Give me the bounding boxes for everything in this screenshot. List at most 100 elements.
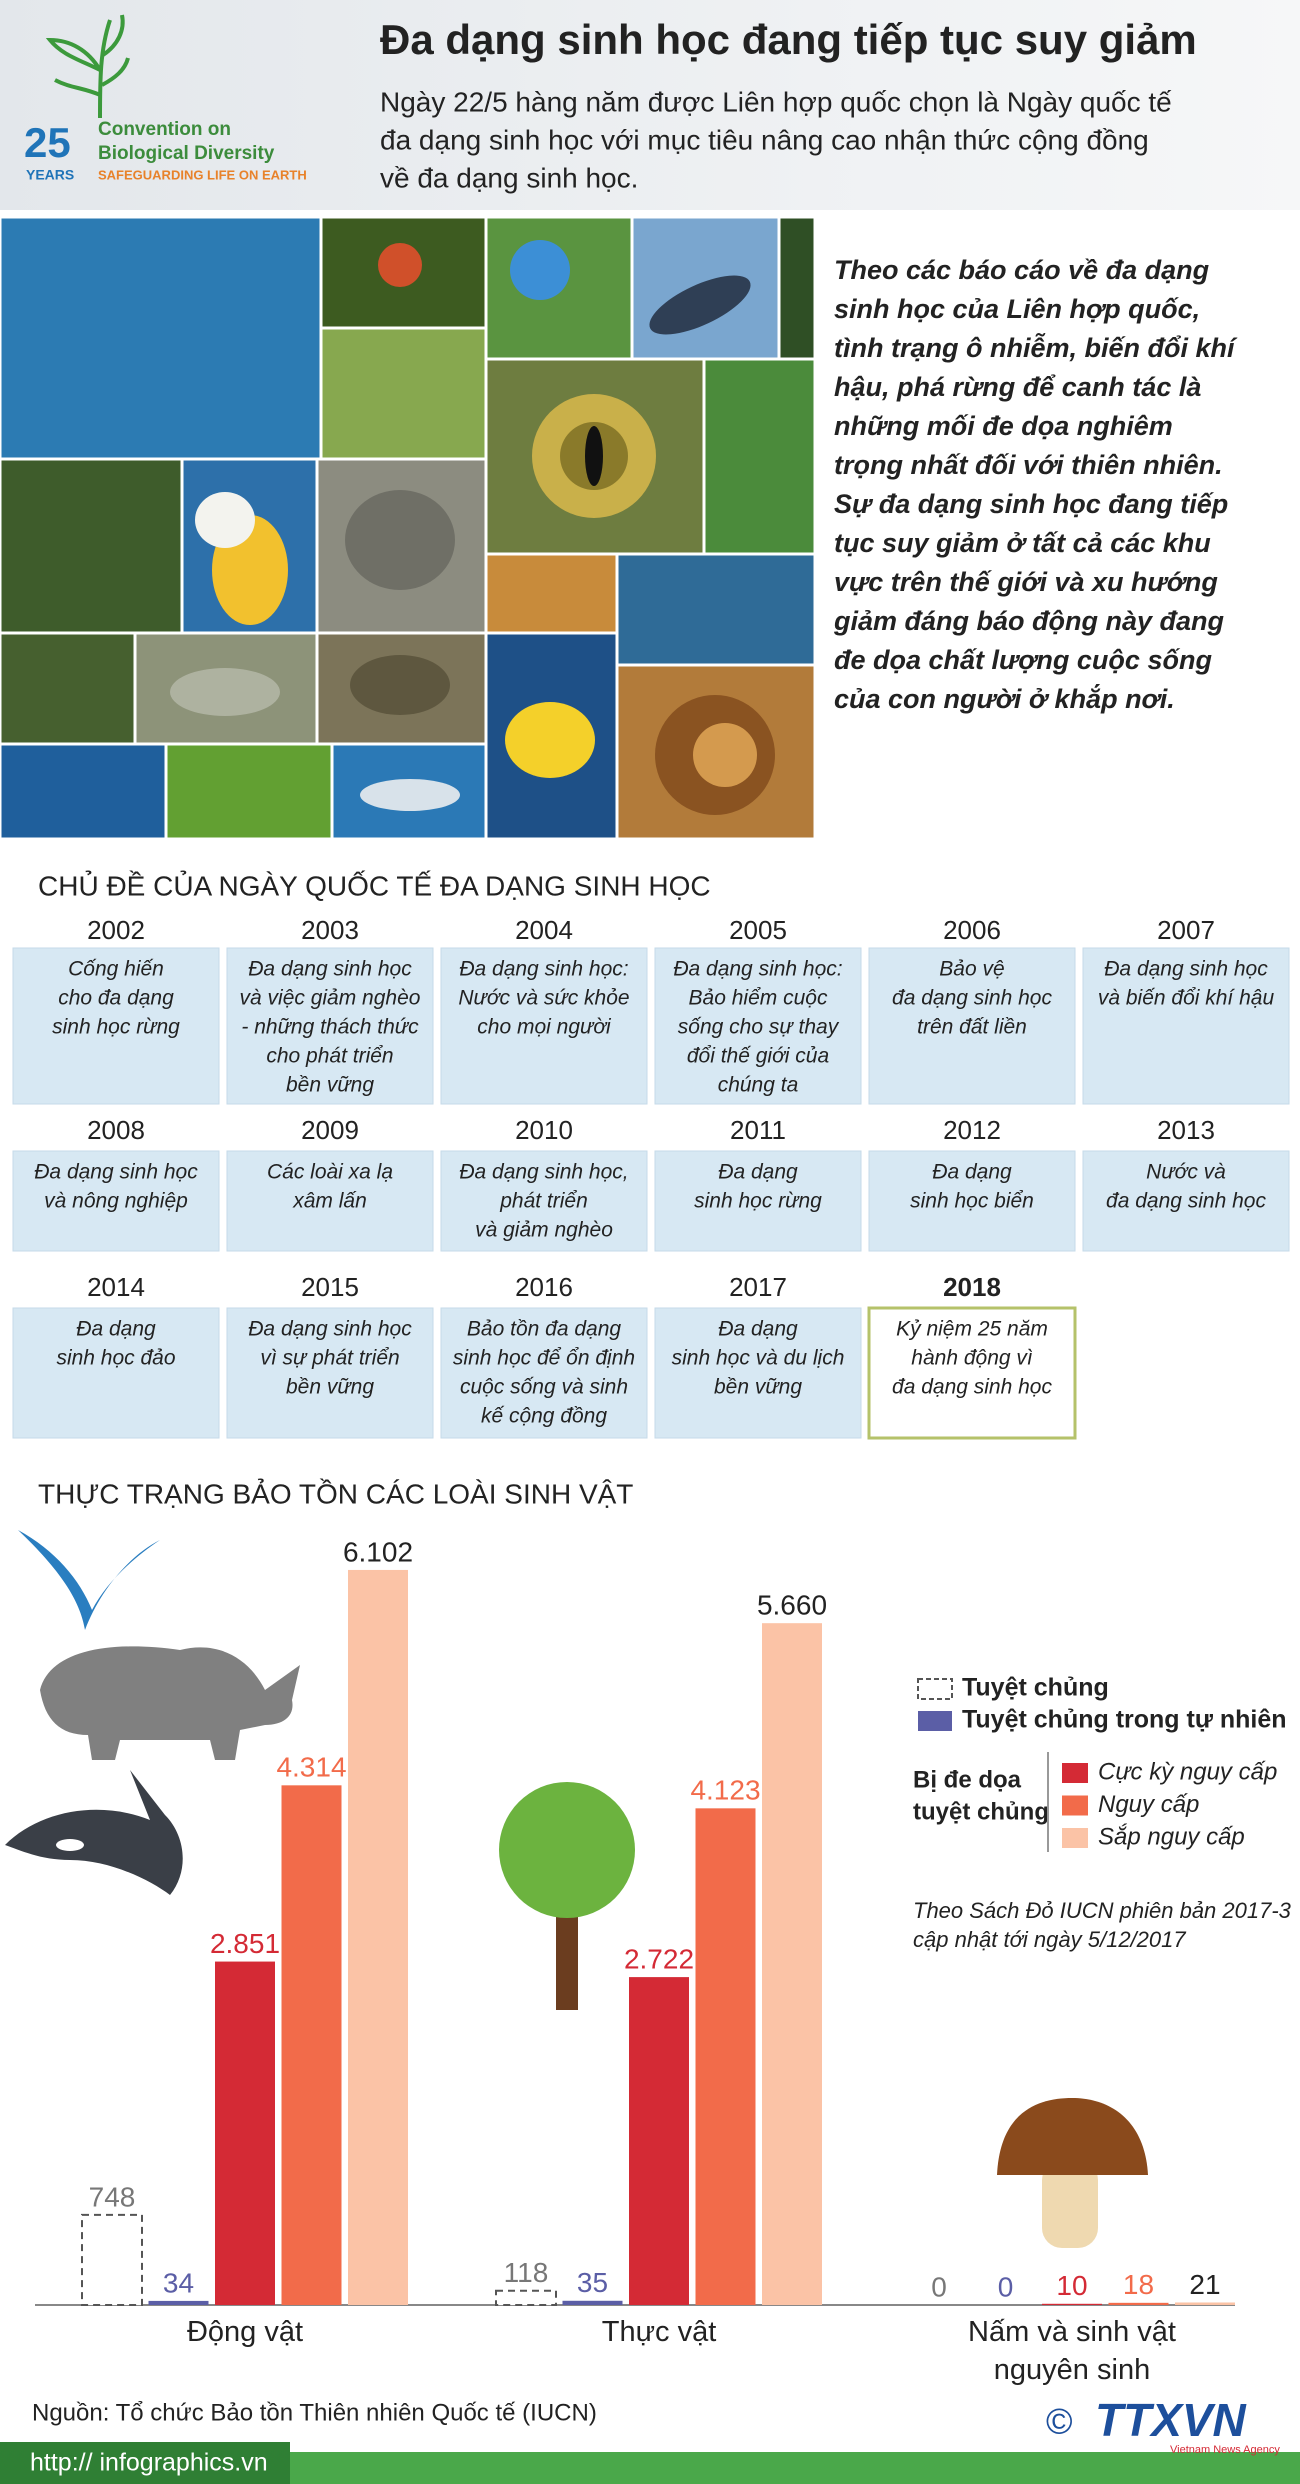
theme-text: đa dạng sinh học bbox=[892, 987, 1052, 1010]
theme-text: phát triển bbox=[499, 1190, 588, 1213]
theme-text: Đa dạng sinh học, bbox=[459, 1161, 628, 1184]
theme-text: và việc giảm nghèo bbox=[240, 987, 421, 1010]
legend-swatch bbox=[1062, 1795, 1088, 1816]
subtitle-line: Ngày 22/5 hàng năm được Liên hợp quốc ch… bbox=[380, 86, 1172, 117]
logo-line: Biological Diversity bbox=[98, 143, 275, 164]
theme-box bbox=[440, 947, 648, 1105]
copyright: © bbox=[1046, 2401, 1073, 2442]
bar bbox=[495, 2289, 557, 2307]
bar bbox=[762, 1623, 822, 2305]
legend-label: Tuyệt chủng bbox=[962, 1674, 1109, 1702]
x-tick-label: Thực vật bbox=[601, 2316, 717, 2348]
legend-label: Nguy cấp bbox=[1098, 1791, 1199, 1818]
value-label: 10 bbox=[1056, 2270, 1087, 2301]
chart-note: Theo Sách Đỏ IUCN phiên bản 2017-3 bbox=[913, 1898, 1292, 1923]
theme-text: Đa dạng sinh học: bbox=[673, 958, 842, 981]
section-title: CHỦ ĐỀ CỦA NGÀY QUỐC TẾ ĐA DẠNG SINH HỌC bbox=[38, 869, 711, 901]
theme-box bbox=[12, 1307, 220, 1439]
theme-box bbox=[867, 1306, 1077, 1440]
theme-box bbox=[654, 1307, 862, 1439]
photo-details bbox=[170, 240, 775, 815]
theme-text: - những thách thức bbox=[241, 1016, 419, 1039]
theme-text: kế cộng đồng bbox=[481, 1405, 607, 1428]
theme-box bbox=[1082, 947, 1290, 1105]
agency-name: Vietnam News Agency bbox=[1170, 2444, 1280, 2456]
theme-year: 2002 bbox=[87, 915, 145, 945]
value-label: 4.314 bbox=[276, 1752, 346, 1783]
theme-text: sinh học rừng bbox=[52, 1016, 180, 1039]
theme-year: 2016 bbox=[515, 1272, 573, 1302]
value-label: 34 bbox=[163, 2267, 194, 2298]
theme-text: Nước và bbox=[1146, 1161, 1226, 1184]
logo-tagline: SAFEGUARDING LIFE ON EARTH bbox=[98, 167, 307, 182]
legend-group-title: Bị đe dọa bbox=[913, 1766, 1022, 1793]
theme-year: 2007 bbox=[1157, 915, 1215, 945]
footer-url-bg bbox=[0, 2442, 290, 2484]
theme-text: vì sự phát triển bbox=[260, 1347, 399, 1370]
value-label: 18 bbox=[1123, 2269, 1154, 2300]
theme-text: Đa dạng bbox=[76, 1318, 156, 1341]
theme-text: và giảm nghèo bbox=[475, 1219, 613, 1242]
theme-text: Đa dạng sinh học bbox=[1104, 958, 1268, 981]
theme-text: Đa dạng bbox=[718, 1318, 798, 1341]
intro-line: tình trạng ô nhiễm, biến đổi khí bbox=[834, 332, 1238, 363]
theme-year: 2003 bbox=[301, 915, 359, 945]
value-label: 748 bbox=[89, 2181, 136, 2212]
theme-year: 2013 bbox=[1157, 1115, 1215, 1145]
value-label: 118 bbox=[504, 2257, 549, 2288]
intro-line: giảm đáng báo động này đang bbox=[833, 606, 1225, 636]
x-tick-label: Nấm và sinh vật nguyên sinh bbox=[968, 2316, 1176, 2386]
logo-years: YEARS bbox=[26, 167, 74, 183]
theme-text: Đa dạng sinh học bbox=[34, 1161, 198, 1184]
theme-box bbox=[226, 1150, 434, 1252]
legend-swatch bbox=[917, 1678, 953, 1700]
bar bbox=[695, 1808, 756, 2305]
theme-text: Đa dạng bbox=[932, 1161, 1012, 1184]
bar bbox=[629, 1977, 689, 2305]
header-background bbox=[0, 0, 1300, 210]
intro-line: đe dọa chất lượng cuộc sống bbox=[834, 645, 1212, 675]
value-label: 0 bbox=[998, 2271, 1014, 2302]
theme-text: Kỷ niệm 25 năm bbox=[896, 1318, 1048, 1341]
theme-text: và biến đổi khí hậu bbox=[1098, 987, 1275, 1010]
chart-note: cập nhật tới ngày 5/12/2017 bbox=[913, 1927, 1186, 1952]
intro-line: hậu, phá rừng để canh tác là bbox=[834, 372, 1201, 402]
theme-text: bền vững bbox=[286, 1376, 374, 1399]
intro-line: sinh học của Liên hợp quốc, bbox=[834, 294, 1200, 324]
theme-text: cho phát triển bbox=[266, 1045, 393, 1068]
theme-text: chúng ta bbox=[718, 1074, 799, 1097]
theme-year: 2009 bbox=[301, 1115, 359, 1145]
theme-year: 2006 bbox=[943, 915, 1001, 945]
theme-text: Đa dạng sinh học: bbox=[459, 958, 628, 981]
value-label: 6.102 bbox=[343, 1536, 413, 1567]
theme-box bbox=[226, 947, 434, 1105]
legend-group-title: tuyệt chủng bbox=[913, 1798, 1049, 1825]
theme-year: 2012 bbox=[943, 1115, 1001, 1145]
theme-year: 2010 bbox=[515, 1115, 573, 1145]
theme-text: sinh học và du lịch bbox=[672, 1347, 845, 1370]
legend-swatch bbox=[1062, 1828, 1088, 1848]
theme-text: sinh học rừng bbox=[694, 1190, 822, 1213]
intro-line: những mối đe dọa nghiêm bbox=[834, 411, 1173, 441]
theme-text: Bảo vệ bbox=[939, 958, 1004, 981]
bar bbox=[1175, 2302, 1235, 2305]
bar bbox=[281, 1785, 342, 2305]
bar bbox=[81, 2213, 143, 2307]
value-label: 21 bbox=[1189, 2269, 1220, 2300]
theme-text: trên đất liền bbox=[917, 1016, 1027, 1039]
intro-line: trọng nhất đối với thiên nhiên. bbox=[834, 450, 1223, 480]
theme-year: 2004 bbox=[515, 915, 573, 945]
subtitle-line: đa dạng sinh học với mục tiêu nâng cao n… bbox=[380, 124, 1149, 155]
x-tick-label: Động vật bbox=[186, 2316, 304, 2348]
theme-text: đổi thế giới của bbox=[687, 1045, 829, 1068]
illustrations bbox=[5, 1530, 1148, 2248]
value-label: 5.660 bbox=[757, 1590, 827, 1621]
theme-text: Đa dạng sinh học bbox=[248, 958, 412, 981]
theme-year: 2005 bbox=[729, 915, 787, 945]
value-label: 2.851 bbox=[210, 1928, 280, 1959]
theme-text: Bảo tồn đa dạng bbox=[467, 1318, 621, 1341]
theme-text: sinh học để ổn định bbox=[453, 1347, 635, 1370]
theme-box bbox=[868, 1150, 1076, 1252]
